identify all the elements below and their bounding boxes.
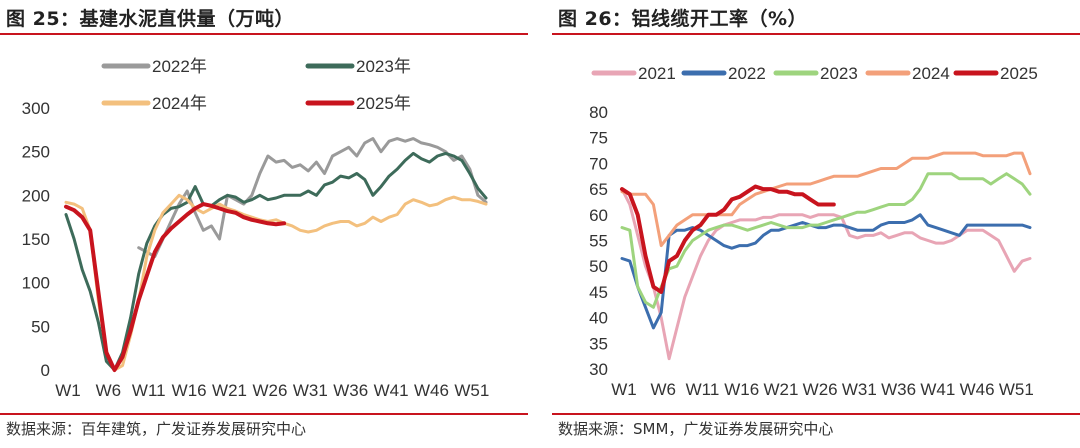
series-line-2024 (620, 151, 1032, 248)
y-tick-label: 45 (589, 283, 608, 302)
y-tick-label: 35 (589, 334, 608, 353)
title-rule (552, 33, 1080, 35)
title-rule (0, 33, 528, 35)
y-tick-label: 60 (589, 206, 608, 225)
y-tick-label: 30 (589, 360, 608, 379)
y-tick-label: 50 (589, 257, 608, 276)
x-tick-label: W41 (374, 381, 409, 400)
x-tick-label: W36 (333, 381, 368, 400)
x-tick-label: W16 (172, 381, 207, 400)
series-line-2021 (620, 187, 1032, 361)
legend-label: 2022 (728, 64, 766, 83)
x-tick-label: W1 (55, 381, 81, 400)
legend-label: 2025年 (356, 94, 411, 113)
x-tick-label: W26 (252, 381, 287, 400)
x-tick-label: W51 (999, 380, 1034, 399)
source-rule (552, 413, 1080, 415)
y-tick-label: 200 (22, 186, 50, 205)
y-tick-label: 0 (41, 361, 50, 380)
x-tick-label: W46 (414, 381, 449, 400)
legend-label: 2024年 (152, 94, 207, 113)
legend-label: 2023 (820, 64, 858, 83)
x-tick-label: W36 (881, 380, 916, 399)
series-line-2025 (620, 184, 836, 294)
x-tick-label: W31 (293, 381, 328, 400)
series-line-2022 (620, 213, 1032, 330)
y-tick-label: 70 (589, 154, 608, 173)
y-tick-label: 40 (589, 309, 608, 328)
y-tick-label: 75 (589, 129, 608, 148)
x-tick-label: W21 (212, 381, 247, 400)
legend-label: 2023年 (356, 57, 411, 76)
x-tick-label: W51 (454, 381, 489, 400)
y-tick-label: 55 (589, 232, 608, 251)
x-tick-label: W41 (920, 380, 955, 399)
x-tick-label: W26 (803, 380, 838, 399)
legend-label: 2022年 (152, 57, 207, 76)
series-line-2023年 (64, 151, 488, 372)
cement-supply-chart: 0 50 100 150 200 250 300 W1 W6 W11 W16 W21 W26 W31 W36… (22, 57, 490, 400)
series-line-2024年 (64, 193, 488, 372)
x-tick-label: W11 (686, 380, 720, 399)
y-tick-label: 100 (22, 274, 50, 293)
source-note: 数据来源：百年建筑，广发证券发展研究中心 (6, 420, 307, 438)
x-tick-label: W1 (611, 380, 637, 399)
source-note: 数据来源：SMM，广发证券发展研究中心 (558, 420, 834, 438)
series-line-2025年 (64, 202, 287, 372)
x-tick-label: W16 (724, 380, 759, 399)
y-tick-label: 80 (589, 103, 608, 122)
x-tick-label: W31 (842, 380, 877, 399)
y-tick-label: 300 (22, 99, 50, 118)
legend-label: 2025 (1000, 64, 1038, 83)
figure-25-panel: 图 25：基建水泥直供量（万吨） 0 50 100 150 200 250 300 W1 W6 W… (0, 0, 528, 448)
figure-26-panel: 图 26：铝线缆开工率（%） 30 35 40 45 50 55 60 65 70 75 80 W1 W… (552, 0, 1080, 448)
y-tick-label: 65 (589, 180, 608, 199)
x-tick-label: W46 (960, 380, 995, 399)
figure-title: 图 25：基建水泥直供量（万吨） (6, 8, 295, 30)
figure-title: 图 26：铝线缆开工率（%） (558, 8, 808, 30)
series-line-2022年 (137, 137, 488, 258)
x-tick-label: W6 (96, 381, 122, 400)
y-tick-label: 150 (22, 230, 50, 249)
series-line-2023 (620, 172, 1032, 309)
legend-label: 2024 (912, 64, 950, 83)
x-tick-label: W6 (650, 380, 676, 399)
y-tick-label: 250 (22, 143, 50, 162)
x-tick-label: W21 (763, 380, 798, 399)
y-tick-label: 50 (31, 317, 50, 336)
x-tick-label: W11 (132, 381, 166, 400)
source-rule (0, 413, 528, 415)
legend-label: 2021 (638, 64, 676, 83)
